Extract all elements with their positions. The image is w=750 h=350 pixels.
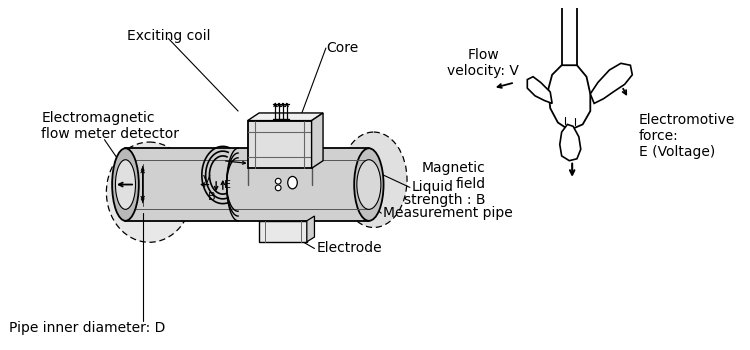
Text: B: B: [208, 192, 215, 202]
Text: Liquid: Liquid: [412, 180, 454, 194]
Ellipse shape: [288, 176, 297, 189]
Ellipse shape: [112, 148, 139, 221]
Text: V: V: [202, 175, 211, 185]
Polygon shape: [248, 113, 323, 121]
Ellipse shape: [275, 185, 281, 191]
Polygon shape: [248, 121, 311, 168]
Polygon shape: [311, 113, 323, 168]
Text: Flow
velocity: V: Flow velocity: V: [448, 48, 519, 78]
Text: Electromagnetic
flow meter detector: Electromagnetic flow meter detector: [41, 111, 179, 141]
Text: Pipe inner diameter: D: Pipe inner diameter: D: [9, 321, 166, 335]
Text: Core: Core: [326, 41, 358, 55]
Polygon shape: [560, 124, 580, 161]
Polygon shape: [590, 63, 632, 103]
Text: Electrode: Electrode: [316, 241, 382, 255]
Text: Electromotive
force:
E (Voltage): Electromotive force: E (Voltage): [639, 113, 735, 159]
Ellipse shape: [275, 178, 281, 184]
Text: Exciting coil: Exciting coil: [127, 29, 210, 43]
Ellipse shape: [116, 160, 136, 209]
Text: Measurement pipe: Measurement pipe: [383, 206, 513, 220]
Ellipse shape: [106, 142, 192, 242]
Text: E: E: [224, 180, 231, 190]
Polygon shape: [548, 65, 590, 130]
Polygon shape: [125, 148, 369, 221]
Ellipse shape: [357, 160, 381, 209]
Polygon shape: [307, 216, 314, 242]
Ellipse shape: [340, 132, 407, 228]
Polygon shape: [259, 221, 307, 242]
Text: Magnetic
field
strength : B: Magnetic field strength : B: [404, 161, 485, 207]
Ellipse shape: [354, 148, 383, 221]
Polygon shape: [527, 77, 552, 103]
